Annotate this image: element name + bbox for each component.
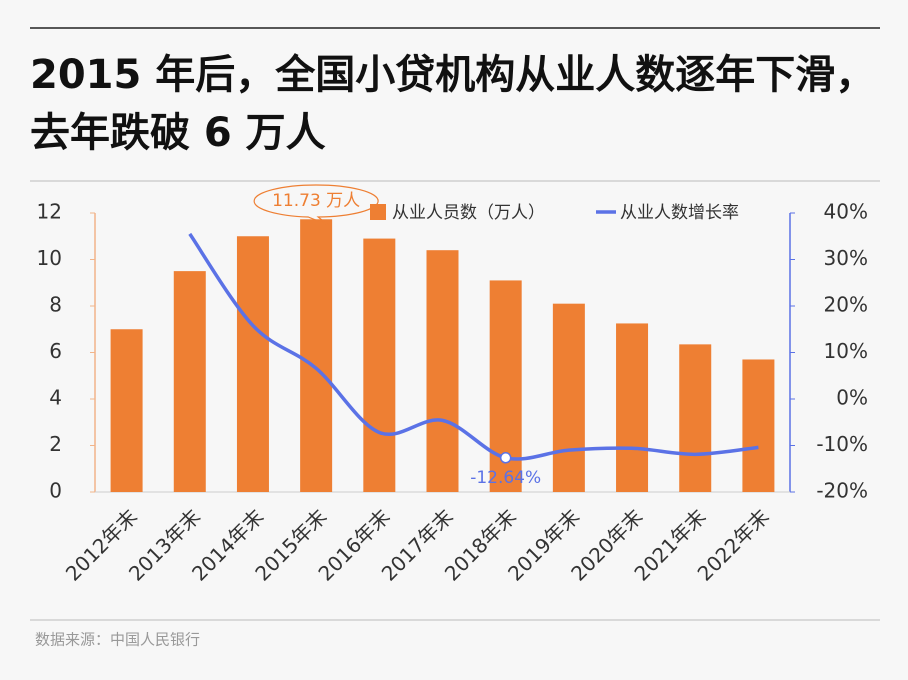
y-tick-label: 6 (49, 339, 62, 363)
y2-tick-label: 0% (836, 386, 868, 410)
y2-tick-label: 40% (824, 200, 868, 224)
source: 数据来源：中国人民银行 (35, 631, 200, 649)
bar (300, 219, 333, 492)
legend-swatch (370, 204, 386, 220)
point (499, 452, 512, 464)
y2-tick-label: 10% (824, 339, 868, 363)
y2-tick-label: -10% (816, 432, 868, 456)
bar (679, 344, 712, 492)
bar (110, 329, 143, 492)
value-label: 11.73 万人 (272, 191, 360, 211)
callout (253, 184, 379, 226)
y-tick-label: 8 (49, 293, 62, 317)
y2-tick-label: 30% (824, 246, 868, 270)
legend-label: 从业人员数（万人） (392, 203, 545, 223)
bar (363, 238, 396, 492)
y-tick-label: 12 (37, 200, 62, 224)
y-tick-label: 4 (49, 386, 62, 410)
y2-tick-label: -20% (816, 479, 868, 503)
chart-title: 2015 年后，全国小贷机构从业人数逐年下滑，去年跌破 6 万人 (30, 52, 876, 156)
bar (173, 271, 206, 492)
y-tick-label: 0 (49, 479, 62, 503)
bar (742, 359, 775, 492)
y-tick-label: 2 (49, 432, 62, 456)
bar (236, 236, 269, 492)
bar (616, 323, 649, 492)
y2-tick-label: 20% (824, 293, 868, 317)
y-tick-label: 10 (37, 246, 62, 270)
bar (552, 303, 585, 492)
line (188, 232, 759, 461)
legend-label: 从业人数增长率 (620, 203, 739, 223)
value-label: -12.64% (470, 468, 541, 488)
bar (426, 250, 459, 492)
